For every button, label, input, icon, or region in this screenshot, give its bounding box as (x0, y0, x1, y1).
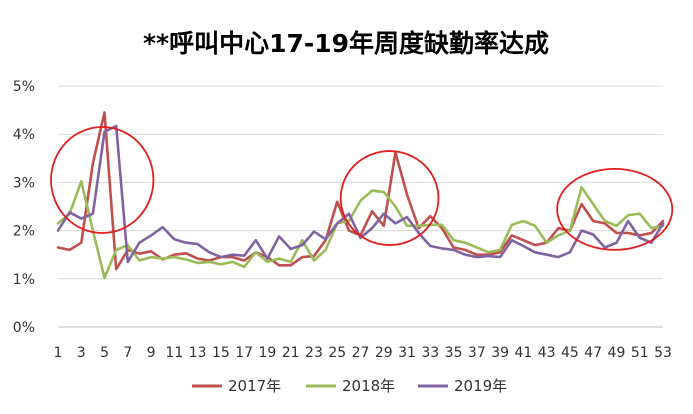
x-tick-label: 27 (352, 345, 370, 361)
y-tick-label: 4% (13, 127, 35, 143)
y-axis-ticks: 0% 1% 2% 3% 4% 5% (13, 79, 35, 336)
x-tick-label: 29 (375, 345, 393, 361)
x-tick-label: 15 (212, 345, 230, 361)
y-tick-label: 2% (13, 224, 35, 240)
x-tick-label: 5 (100, 345, 109, 361)
x-tick-label: 23 (305, 345, 323, 361)
annotation-ellipse-3 (556, 168, 674, 251)
x-tick-label: 7 (123, 345, 132, 361)
x-tick-label: 1 (54, 345, 63, 361)
x-tick-label: 31 (398, 345, 416, 361)
x-tick-label: 13 (189, 345, 207, 361)
y-tick-label: 5% (13, 79, 35, 95)
legend-label: 2019年 (454, 377, 507, 395)
x-tick-label: 19 (259, 345, 277, 361)
x-tick-label: 21 (282, 345, 300, 361)
x-tick-label: 51 (631, 345, 649, 361)
x-tick-label: 17 (235, 345, 253, 361)
x-axis-ticks: 1 3 5 7 9 11 13 15 17 19 21 23 25 27 29 31 33 35 37 39 41 43 4… (54, 345, 672, 361)
annotation-circles (50, 126, 674, 251)
y-tick-label: 0% (13, 320, 35, 336)
x-tick-label: 43 (538, 345, 556, 361)
x-tick-label: 37 (468, 345, 486, 361)
x-tick-label: 9 (147, 345, 156, 361)
x-tick-label: 49 (608, 345, 626, 361)
x-tick-label: 39 (491, 345, 509, 361)
x-tick-label: 53 (654, 345, 672, 361)
legend-label: 2017年 (228, 377, 281, 395)
x-tick-label: 45 (561, 345, 579, 361)
series-lines (56, 111, 665, 280)
series-line-3 (56, 124, 665, 264)
x-tick-label: 3 (77, 345, 86, 361)
chart-title: **呼叫中心17-19年周度缺勤率达成 (143, 29, 549, 58)
annotation-ellipse-1 (50, 126, 155, 234)
y-tick-label: 3% (13, 175, 35, 191)
x-tick-label: 47 (584, 345, 602, 361)
x-tick-label: 11 (165, 345, 183, 361)
legend-label: 2018年 (342, 377, 395, 395)
x-tick-label: 41 (514, 345, 532, 361)
x-tick-label: 33 (421, 345, 439, 361)
x-tick-label: 35 (445, 345, 463, 361)
x-tick-label: 25 (328, 345, 346, 361)
legend: 2017年 2018年 2019年 (192, 377, 507, 395)
series-line-2 (56, 180, 665, 280)
y-tick-label: 1% (13, 272, 35, 288)
annotation-ellipse-2 (339, 150, 440, 246)
